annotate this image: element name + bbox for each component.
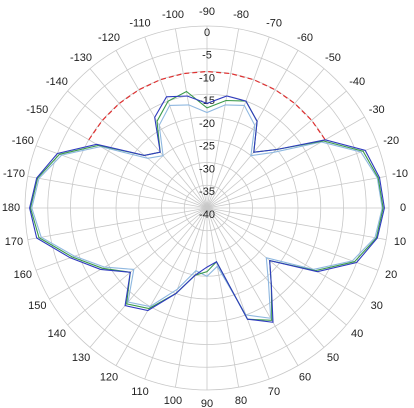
grid-spoke — [206, 207, 270, 380]
angle-label: -120 — [98, 32, 120, 44]
grid-spoke — [206, 207, 365, 300]
angle-label: 30 — [371, 300, 383, 312]
angle-label: -30 — [369, 104, 385, 116]
angle-label: 140 — [48, 328, 66, 340]
angle-label: 50 — [327, 352, 339, 364]
grid-spoke — [175, 28, 208, 209]
grid-spoke — [206, 116, 365, 209]
grid-spoke — [206, 36, 270, 209]
angle-label: 20 — [385, 269, 397, 281]
radial-label: -35 — [199, 186, 215, 198]
grid-spoke — [27, 176, 208, 209]
series-line — [29, 90, 384, 321]
angle-label: -90 — [199, 6, 215, 18]
angle-label: 0 — [400, 202, 406, 214]
angle-label: -160 — [12, 135, 34, 147]
grid-spoke — [35, 207, 208, 271]
grid-spoke — [206, 207, 379, 271]
radial-label: -25 — [199, 141, 215, 153]
angle-label: -40 — [349, 76, 365, 88]
grid-spoke — [206, 68, 325, 209]
grid-spoke — [89, 207, 208, 348]
radial-label: -30 — [199, 163, 215, 175]
radial-label: -20 — [199, 118, 215, 130]
grid-spoke — [206, 207, 325, 348]
grid-spoke — [206, 207, 347, 326]
grid-spoke — [206, 28, 239, 209]
angle-label: -10 — [392, 168, 408, 180]
grid-spoke — [206, 207, 387, 240]
angle-label: -150 — [26, 104, 48, 116]
grid-spoke — [115, 50, 208, 209]
angle-label: -100 — [162, 9, 184, 21]
grid-spoke — [175, 207, 208, 388]
grid-spoke — [115, 207, 208, 366]
angle-label: -140 — [46, 76, 68, 88]
angle-label: 160 — [14, 269, 32, 281]
angle-label: -170 — [3, 168, 25, 180]
angle-label: 120 — [100, 372, 118, 384]
angle-label: -20 — [383, 135, 399, 147]
radial-label: 0 — [204, 27, 210, 39]
grid-spoke — [67, 90, 208, 209]
grid-spoke — [206, 145, 379, 209]
angle-label: 170 — [5, 236, 23, 248]
angle-label: -60 — [297, 32, 313, 44]
angle-label: 40 — [351, 328, 363, 340]
grid-spoke — [35, 145, 208, 209]
series-line — [31, 104, 383, 319]
angle-label: 180 — [2, 202, 20, 214]
grid-spoke — [206, 50, 299, 209]
grid-spoke — [206, 207, 239, 388]
grid-spoke — [49, 116, 208, 209]
angle-label: -110 — [129, 18, 150, 30]
radial-label: -40 — [199, 209, 215, 221]
radial-label: -10 — [199, 72, 215, 84]
angle-label: -80 — [233, 9, 249, 21]
angle-label: -130 — [70, 52, 92, 64]
angle-label: 70 — [268, 386, 280, 398]
grid-spoke — [49, 207, 208, 300]
grid-spoke — [27, 207, 208, 240]
angle-label: 60 — [299, 372, 311, 384]
angle-label: 10 — [394, 236, 406, 248]
angle-label: -70 — [266, 18, 282, 30]
radial-label: -5 — [202, 50, 212, 62]
angle-label: 80 — [235, 395, 247, 407]
angle-label: 90 — [201, 398, 213, 408]
angle-label: 130 — [72, 352, 90, 364]
angle-label: 100 — [164, 395, 182, 407]
angle-label: 110 — [131, 386, 149, 398]
grid-spoke — [206, 207, 299, 366]
angle-label: 150 — [28, 300, 46, 312]
grid-spoke — [89, 68, 208, 209]
angle-label: -50 — [325, 52, 341, 64]
grid-spoke — [144, 36, 208, 209]
grid-spoke — [67, 207, 208, 326]
series-line — [29, 95, 385, 323]
grid-spoke — [206, 176, 387, 209]
